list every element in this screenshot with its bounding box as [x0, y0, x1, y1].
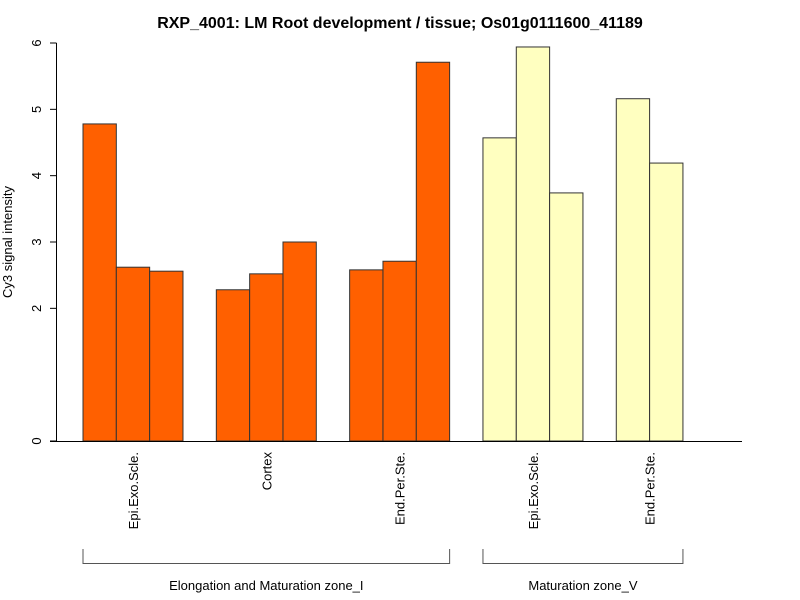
bar [415, 61, 451, 442]
bar [249, 273, 284, 442]
group-bracket [82, 549, 451, 564]
bars [82, 46, 684, 442]
bar [115, 266, 151, 442]
y-axis-label: Cy3 signal intensity [0, 186, 15, 298]
y-tick-label: 4 [29, 172, 44, 179]
y-tick-label: 2 [29, 305, 44, 312]
y-tick-label: 5 [29, 106, 44, 113]
bar [482, 137, 517, 442]
bar [549, 192, 584, 442]
x-tick-label: Cortex [259, 452, 274, 491]
group-brackets: Elongation and Maturation zone_I Maturati… [82, 549, 684, 593]
bar [382, 260, 417, 442]
bar [282, 241, 317, 442]
x-tick-labels: Epi.Exo.Scle. Cortex End.Per.Ste. Epi.Exo.S… [126, 452, 658, 530]
bar [615, 98, 651, 442]
bar [515, 46, 551, 442]
bar [649, 162, 684, 442]
group-label: Elongation and Maturation zone_I [169, 578, 363, 593]
group-label: Maturation zone_V [528, 578, 637, 593]
x-tick-label: End.Per.Ste. [393, 452, 408, 525]
x-tick-label: Epi.Exo.Scle. [126, 452, 141, 529]
bar [349, 269, 384, 442]
group-bracket [482, 549, 684, 564]
y-axis: 0 2 3 4 5 6 [29, 39, 57, 445]
y-tick-label: 6 [29, 39, 44, 46]
bar [82, 123, 117, 442]
x-tick-label: Epi.Exo.Scle. [526, 452, 541, 529]
x-tick-label: End.Per.Ste. [643, 452, 658, 525]
bar [149, 270, 184, 442]
y-tick-label: 3 [29, 238, 44, 245]
y-tick-label: 0 [29, 437, 44, 444]
chart-title: RXP_4001: LM Root development / tissue; … [157, 15, 643, 32]
bar [215, 289, 251, 442]
